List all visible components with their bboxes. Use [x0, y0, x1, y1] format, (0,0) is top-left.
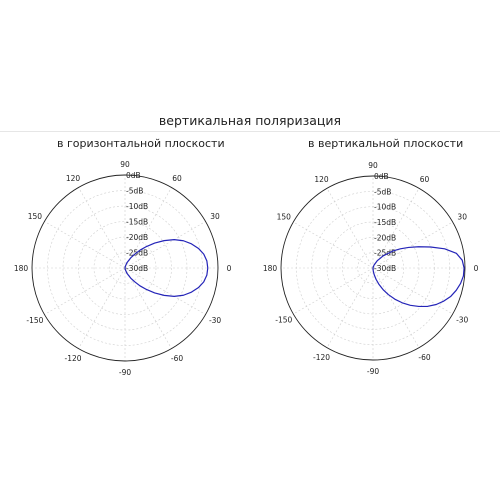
right-angle-tick-label: -150	[275, 316, 292, 325]
right-angle-tick-label: 90	[368, 161, 378, 170]
right-radial-tick-label: -5dB	[374, 187, 391, 196]
figure-title: вертикальная поляризация	[158, 113, 342, 128]
left-angular-gridline	[124, 187, 172, 269]
right-angular-gridline	[293, 267, 374, 315]
left-radial-gridline	[109, 252, 141, 284]
title-divider	[0, 131, 500, 132]
right-radial-tick-label: 0dB	[374, 172, 389, 181]
right-angle-tick-label: 180	[263, 264, 278, 273]
left-angle-tick-label: 0	[227, 264, 232, 273]
left-radial-tick-label: -5dB	[126, 187, 143, 196]
left-radial-gridline	[78, 221, 172, 315]
right-angular-gridline	[293, 221, 374, 269]
left-angle-tick-label: -90	[119, 368, 131, 377]
right-angle-tick-label: -30	[456, 316, 468, 325]
right-angle-tick-label: 30	[457, 213, 467, 222]
left-angular-gridline	[44, 221, 126, 269]
left-angle-tick-label: -30	[209, 316, 221, 325]
left-angle-tick-label: 90	[120, 160, 130, 169]
right-angle-tick-label: 0	[474, 264, 479, 273]
left-angle-tick-label: -150	[26, 316, 43, 325]
left-angular-gridline	[124, 267, 206, 315]
right-polar-chart: 0 30 60 90 120 150 180 -150 -120 -90 -60 -30 -30dB -2…	[263, 161, 479, 376]
left-radial-tick-label: 0dB	[126, 171, 141, 180]
left-angular-gridline	[124, 267, 172, 349]
left-angle-tick-label: 30	[210, 212, 220, 221]
right-angle-tick-label: -120	[313, 353, 330, 362]
left-angle-tick-label: 60	[172, 174, 182, 183]
right-angular-gridline	[372, 267, 420, 348]
left-polar-chart: 0 30 60 90 120 150 180 -150 -120 -90 -60 -30 -30dB -2…	[14, 160, 232, 377]
right-series-line	[372, 246, 465, 308]
left-angle-tick-label: 180	[14, 264, 29, 273]
right-chart-title: в вертикальной плоскости	[308, 137, 464, 150]
right-angular-gridline	[326, 267, 374, 348]
left-chart-title: в горизонтальной плоскости	[57, 137, 225, 150]
left-radial-tick-label: -10dB	[126, 202, 148, 211]
left-angular-gridline	[78, 267, 126, 349]
right-radial-tick-label: -20dB	[374, 233, 396, 242]
right-angle-tick-label: 60	[420, 175, 430, 184]
right-angular-gridline	[372, 267, 453, 315]
right-angular-gridline	[326, 188, 374, 269]
right-radial-gridline	[357, 252, 389, 284]
right-radial-tick-label: -25dB	[374, 249, 396, 258]
right-angle-tick-label: 120	[314, 175, 329, 184]
left-radial-tick-label: -30dB	[126, 264, 148, 273]
right-angular-gridline	[372, 188, 420, 269]
left-angle-tick-label: 120	[66, 174, 81, 183]
left-angle-tick-label: 150	[28, 212, 43, 221]
left-polar-frame	[31, 174, 219, 362]
left-angular-gridline	[124, 221, 206, 269]
right-angle-tick-label: -90	[367, 367, 379, 376]
left-angular-gridline	[44, 267, 126, 315]
right-angular-gridline	[372, 221, 453, 269]
left-angle-tick-label: -120	[64, 354, 81, 363]
left-series-line	[124, 239, 209, 297]
right-angle-tick-label: -60	[418, 353, 430, 362]
right-radial-tick-label: -10dB	[374, 203, 396, 212]
right-angle-tick-label: 150	[277, 213, 292, 222]
left-angular-gridline	[78, 187, 126, 269]
left-radial-gridline	[93, 236, 157, 300]
right-radial-gridline	[342, 237, 404, 299]
right-radial-tick-label: -30dB	[374, 264, 396, 273]
left-radial-tick-label: -15dB	[126, 218, 148, 227]
right-polar-frame	[280, 175, 466, 361]
right-radial-tick-label: -15dB	[374, 218, 396, 227]
left-angle-tick-label: -60	[171, 354, 183, 363]
left-radial-tick-label: -20dB	[126, 233, 148, 242]
